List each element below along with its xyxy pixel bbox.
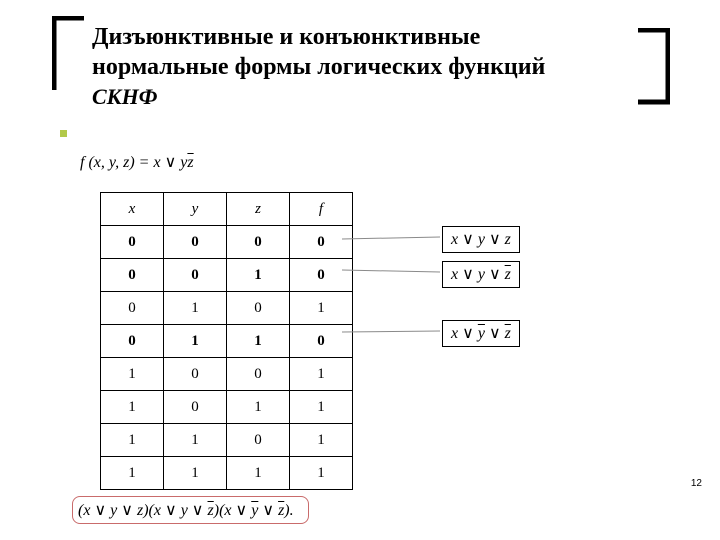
formula-or: ∨: [161, 154, 181, 171]
table-cell: 0: [227, 424, 290, 457]
disjunct-box: x ∨ y ∨ z: [442, 320, 520, 347]
disjunct-box: x ∨ y ∨ z: [442, 261, 520, 288]
title-line2: нормальные формы логических функций: [92, 52, 632, 82]
bracket-bottom-right: [630, 28, 670, 108]
table-cell: 0: [101, 226, 164, 259]
table-cell: 1: [101, 424, 164, 457]
table-cell: 1: [101, 391, 164, 424]
title-sub: СКНФ: [92, 84, 632, 110]
table-cell: 1: [227, 259, 290, 292]
bottom-expression: (x ∨ y ∨ z)(x ∨ y ∨ z)(x ∨ y ∨ z).: [78, 500, 294, 520]
table-row: 1011: [101, 391, 353, 424]
table-row: 0110: [101, 325, 353, 358]
table-cell: 0: [101, 259, 164, 292]
table-cell: 0: [164, 226, 227, 259]
table-cell: 0: [227, 358, 290, 391]
table-cell: 1: [164, 424, 227, 457]
table-cell: 1: [290, 391, 353, 424]
title-block: Дизъюнктивные и конъюнктивные нормальные…: [92, 22, 632, 110]
top-formula: f (x, y, z) = x ∨ yz: [80, 152, 194, 172]
table-cell: 1: [227, 325, 290, 358]
table-cell: 1: [164, 457, 227, 490]
table-cell: 0: [164, 358, 227, 391]
table-row: 1101: [101, 424, 353, 457]
table-cell: 0: [290, 226, 353, 259]
accent-square: [60, 130, 67, 137]
table-cell: 0: [164, 391, 227, 424]
table-cell: 1: [101, 358, 164, 391]
table-cell: 0: [101, 325, 164, 358]
table-cell: 0: [227, 226, 290, 259]
table-cell: 0: [101, 292, 164, 325]
table-cell: 1: [227, 457, 290, 490]
table-row: 1111: [101, 457, 353, 490]
table-cell: 1: [227, 391, 290, 424]
table-cell: 1: [101, 457, 164, 490]
table-row: 1001: [101, 358, 353, 391]
table-row: 0101: [101, 292, 353, 325]
title-line1: Дизъюнктивные и конъюнктивные: [92, 22, 632, 52]
formula-zbar: z: [187, 154, 193, 171]
formula-x: x: [153, 154, 160, 171]
disjunct-box: x ∨ y ∨ z: [442, 226, 520, 253]
table-header: x: [101, 193, 164, 226]
table-cell: 0: [227, 292, 290, 325]
table-cell: 1: [290, 457, 353, 490]
connector-lines: [340, 192, 450, 372]
slide: Дизъюнктивные и конъюнктивные нормальные…: [0, 0, 720, 540]
table-cell: 1: [290, 358, 353, 391]
table-cell: 1: [290, 292, 353, 325]
table-cell: 0: [164, 259, 227, 292]
table-cell: 0: [290, 259, 353, 292]
bracket-top-left: [52, 16, 92, 96]
table-cell: 1: [164, 292, 227, 325]
table-cell: 1: [164, 325, 227, 358]
table-cell: 1: [290, 424, 353, 457]
truth-table: xyzf 00000010010101101001101111011111: [100, 192, 353, 490]
table-header: f: [290, 193, 353, 226]
table-row: 0010: [101, 259, 353, 292]
table-header: y: [164, 193, 227, 226]
formula-lhs: f (x, y, z) =: [80, 154, 153, 171]
table-cell: 0: [290, 325, 353, 358]
table-row: 0000: [101, 226, 353, 259]
page-number: 12: [691, 478, 702, 489]
table-header: z: [227, 193, 290, 226]
